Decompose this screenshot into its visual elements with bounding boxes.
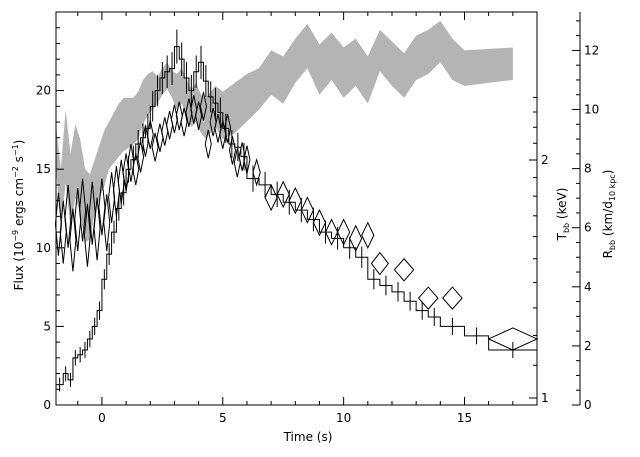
x-tick-label: 5 [219,411,227,425]
temperature-point [180,107,188,137]
radius-tick-label: 6 [584,221,592,235]
flux-step-layer [56,29,537,392]
radius-band [56,20,513,243]
radius-tick-label: 8 [584,162,592,176]
x-tick-label: 0 [98,411,106,425]
plot-frame [55,11,538,406]
flux-axis-label: Flux (10−9 ergs cm−2 s−1) [11,140,26,291]
flux-label-part-6: −1 [11,144,20,156]
temperature-point [93,197,101,261]
temperature-tick-label: 2 [541,153,549,167]
temperature-point [151,132,159,162]
radius-label-part-3: (km/d [601,201,615,240]
radius-label-part-4: 10 kpc [608,174,617,201]
temperature-point [288,186,302,215]
temperature-point [228,136,236,165]
temperature-tick-label: 1 [541,391,549,405]
flux-label-part-3: ergs cm [12,178,26,230]
flux-tick-label: 5 [43,319,51,333]
temperature-point [370,251,389,276]
temperature-axis-label: Tbb (keV) [555,188,571,242]
temperature-point [252,157,261,187]
flux-tick-label: 20 [36,84,51,98]
flux-label-part-2: −9 [11,230,20,242]
x-tick-label: 10 [336,411,351,425]
flux-label-part-5: s [12,156,26,166]
radius-tick-label: 12 [584,43,599,57]
flux-tick-label: 10 [36,241,51,255]
temperature-diamond-layer [54,92,539,351]
radius-label-part-2: bb [608,240,617,250]
temperature-point [103,194,111,251]
radius-label-part-1: R [601,250,615,258]
flux-label-part-7: ) [12,140,26,145]
flux-label-part-1: Flux (10 [12,242,26,291]
temp-label-part-3: (keV) [555,188,569,223]
x-axis-label: Time (s) [283,430,333,444]
temperature-point [64,184,72,248]
radius-tick-label: 2 [584,339,592,353]
temperature-point [224,114,232,143]
temperature-point [83,203,91,267]
radius-label-part-5: ) [601,170,615,175]
temp-label-part-2: bb [562,223,571,233]
temperature-point [312,208,327,237]
temperature-point [195,101,203,131]
temperature-point [393,258,415,282]
temperature-point [417,286,439,310]
radius-tick-label: 10 [584,103,599,117]
temperature-point [79,178,87,242]
temperature-point [361,221,375,249]
flux-step-line [56,46,537,386]
temperature-point [69,208,77,272]
radius-tick-label: 0 [584,398,592,412]
temp-label-part-1: T [555,232,569,241]
temperature-point [243,145,251,175]
radius-axis-label: Rbb (km/d10 kpc) [601,170,617,259]
temperature-point [137,140,145,173]
radius-tick-label: 4 [584,280,592,294]
radius-band-layer [56,20,513,243]
temperature-point [442,286,463,310]
temperature-point [349,224,363,253]
x-tick-label: 15 [457,411,472,425]
flux-label-part-4: −2 [11,166,20,178]
temperature-point [276,180,290,209]
temperature-point [264,183,278,212]
temperature-point [146,120,154,149]
temperature-point [199,92,207,121]
temperature-point [204,129,212,159]
temperature-point [300,196,314,224]
flux-tick-label: 15 [36,162,51,176]
temperature-point [337,218,351,246]
temperature-point [132,153,140,186]
flux-tick-label: 0 [43,398,51,412]
